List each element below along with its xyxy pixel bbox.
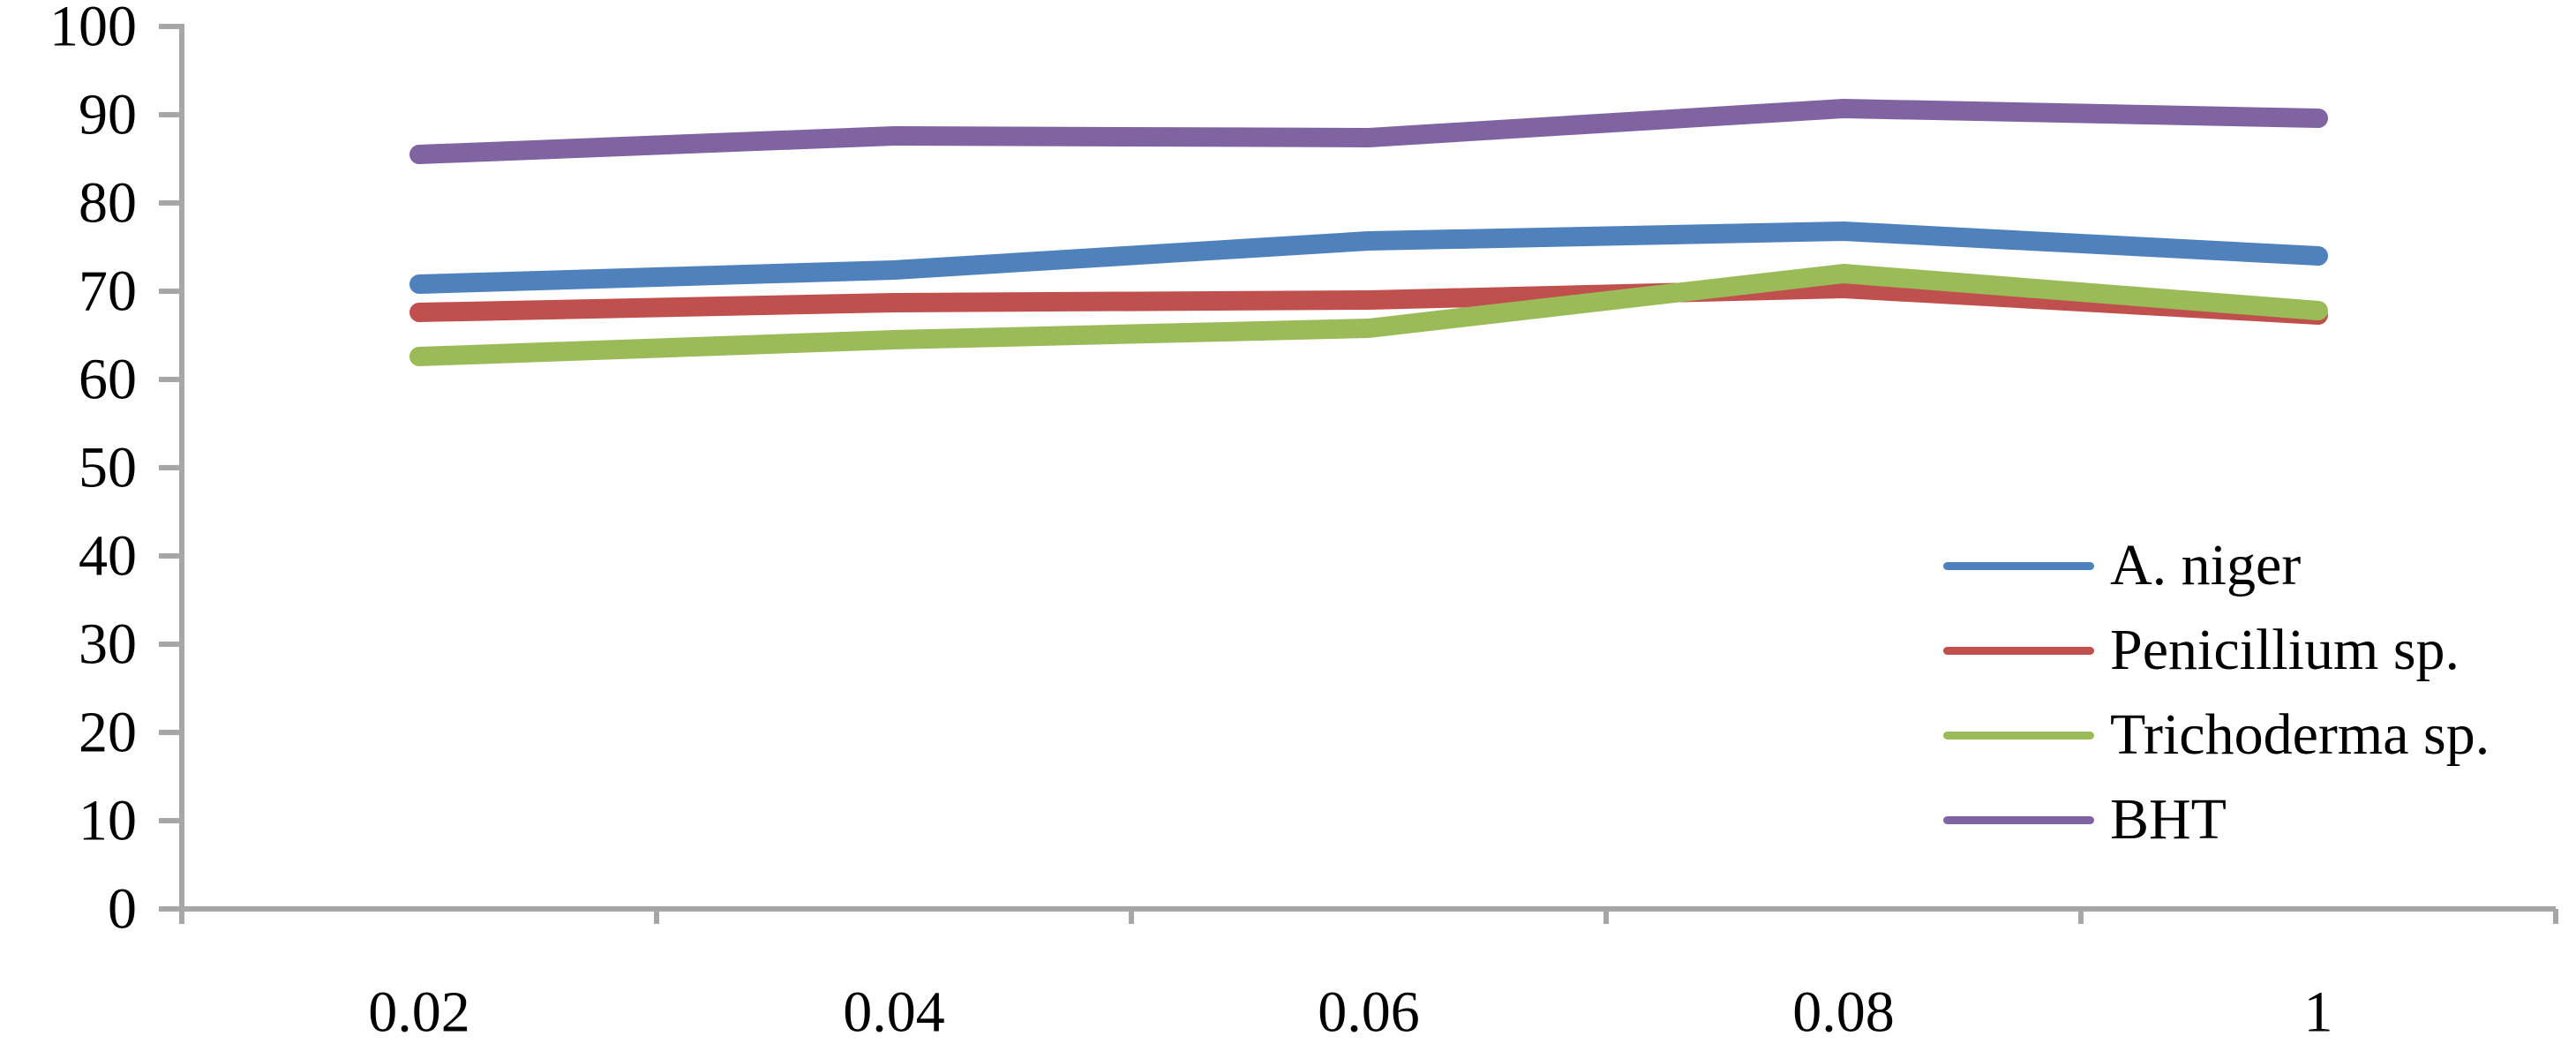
legend-swatch-line [1943,815,2094,824]
y-tick-label: 70 [79,259,137,324]
y-tick-label: 100 [49,0,137,59]
legend: A. niger Penicillium sp. Trichoderma sp.… [1943,523,2490,862]
legend-item: Trichoderma sp. [1943,693,2490,777]
y-tick-label: 60 [79,348,137,412]
legend-swatch-line [1943,731,2094,739]
series-line-bht [409,99,2328,164]
y-tick-label: 0 [108,877,137,942]
series-line-penicillium-sp [409,279,2328,325]
x-tick-label: 0.08 [1792,980,1895,1045]
series-line-trichoderma-sp [409,264,2328,366]
legend-item: A. niger [1943,523,2490,608]
legend-item-label: BHT [2110,787,2227,852]
legend-item-label: A. niger [2110,533,2302,597]
y-tick-label: 30 [79,612,137,677]
y-tick-label: 50 [79,436,137,500]
x-tick-label: 0.06 [1318,980,1420,1045]
legend-swatch-line [1943,561,2094,570]
x-tick-label: 0.02 [368,980,470,1045]
y-tick-label: 20 [79,701,137,765]
x-tick-label: 1 [2304,980,2333,1045]
legend-item-label: Penicillium sp. [2110,618,2460,682]
series-line-a-niger [409,221,2328,294]
y-tick-label: 90 [79,83,137,147]
legend-item: Penicillium sp. [1943,608,2490,693]
x-tick-label: 0.04 [843,980,945,1045]
y-tick-label: 80 [79,171,137,236]
y-tick-label: 40 [79,524,137,589]
y-tick-label: 10 [79,789,137,853]
legend-swatch-line [1943,646,2094,655]
legend-item: BHT [1943,777,2490,862]
legend-item-label: Trichoderma sp. [2110,702,2490,767]
